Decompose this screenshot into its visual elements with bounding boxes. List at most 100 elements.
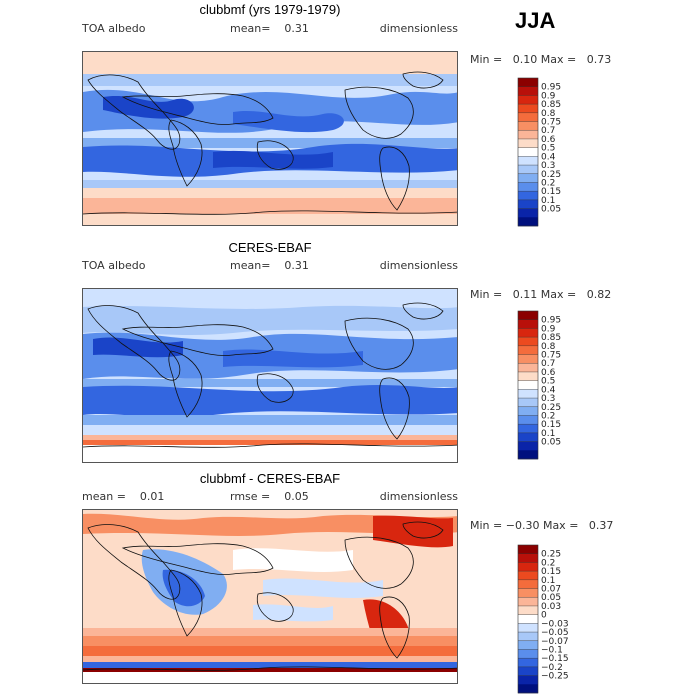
- panel-2-colorbar: 0.95 0.9 0.85 0.8 0.75 0.7 0.6 0.5 0.4 0.3 0.25 0.2…: [517, 310, 578, 461]
- panel-1-min-label: Min =: [470, 53, 503, 66]
- panel-1-variable-label: TOA albedo: [82, 22, 146, 35]
- colorbar-swatch: [518, 389, 538, 399]
- colorbar-tick-label: 0.07: [541, 585, 561, 595]
- colorbar-swatch: [518, 217, 538, 227]
- colorbar-swatch: [518, 328, 538, 338]
- colorbar-border: [517, 544, 539, 694]
- panel-3-title: clubbmf - CERES-EBAF: [199, 471, 341, 486]
- colorbar-tick-label: 0.9: [541, 324, 556, 334]
- colorbar-tick-label: 0.4: [541, 152, 556, 162]
- colorbar-border: [517, 310, 539, 460]
- colorbar-tick-label: −0.07: [541, 637, 569, 647]
- colorbar-swatch: [518, 571, 538, 581]
- colorbar-swatch: [518, 579, 538, 589]
- panel-3-mean-label: mean =: [82, 490, 126, 503]
- colorbar-tick-label: 0.9: [541, 91, 556, 101]
- panel-3-mean-value: 0.01: [139, 490, 165, 503]
- panel-2-units: dimensionless: [379, 259, 458, 272]
- colorbar-swatch: [518, 658, 538, 668]
- panel-3-map: [82, 509, 458, 684]
- colorbar-tick-label: 0.05: [541, 593, 561, 603]
- colorbar-swatch: [518, 354, 538, 364]
- colorbar-swatch: [518, 156, 538, 166]
- colorbar-swatch: [518, 112, 538, 122]
- panel-2-title: CERES-EBAF: [228, 240, 312, 255]
- panel-3-map-svg: [83, 510, 457, 683]
- colorbar-tick-label: −0.03: [541, 619, 569, 629]
- panel-3-min-value: −0.30: [505, 519, 540, 532]
- colorbar-tick-label: 0.15: [541, 420, 561, 430]
- panel-2-colorbar-svg: 0.950.90.850.80.750.70.60.50.40.30.250.2…: [517, 310, 561, 460]
- colorbar-tick-label: 0.6: [541, 135, 556, 145]
- colorbar-tick-label: −0.15: [541, 654, 569, 664]
- colorbar-tick-label: 0.2: [541, 178, 555, 188]
- colorbar-swatch: [518, 208, 538, 218]
- colorbar-tick-label: 0.8: [541, 109, 556, 119]
- colorbar-tick-label: 0.6: [541, 368, 556, 378]
- colorbar-swatch: [518, 640, 538, 650]
- colorbar-swatch: [518, 424, 538, 434]
- colorbar-tick-label: 0.15: [541, 187, 561, 197]
- colorbar-swatch: [518, 311, 538, 321]
- panel-2-map-svg: [83, 289, 457, 462]
- colorbar-swatch: [518, 588, 538, 598]
- colorbar-tick-label: −0.1: [541, 645, 563, 655]
- colorbar-swatch: [518, 371, 538, 381]
- colorbar-swatch: [518, 363, 538, 373]
- panel-2-max-value: 0.82: [586, 288, 612, 301]
- colorbar-swatch: [518, 95, 538, 105]
- panel-1-min-value: 0.10: [512, 53, 538, 66]
- panel-3-minmax: Min = −0.30 Max = 0.37: [470, 519, 613, 532]
- panel-2-mean-label: mean=: [230, 259, 271, 272]
- panel-1-mean-label: mean=: [230, 22, 271, 35]
- colorbar-tick-label: 0.05: [541, 438, 561, 448]
- panel-2-min-value: 0.11: [512, 288, 538, 301]
- colorbar-tick-label: 0.1: [541, 196, 555, 206]
- season-label: JJA: [515, 8, 556, 33]
- colorbar-swatch: [518, 605, 538, 615]
- colorbar-swatch: [518, 380, 538, 390]
- colorbar-swatch: [518, 649, 538, 659]
- panel-3-units: dimensionless: [379, 490, 458, 503]
- colorbar-swatch: [518, 173, 538, 183]
- colorbar-swatch: [518, 104, 538, 114]
- colorbar-tick-label: −0.25: [541, 672, 569, 682]
- colorbar-swatch: [518, 597, 538, 607]
- colorbar-tick-label: 0: [541, 611, 547, 621]
- panel-1-map-svg: [83, 52, 457, 225]
- panel-3-max-value: 0.37: [588, 519, 614, 532]
- colorbar-tick-label: 0.2: [541, 558, 555, 568]
- colorbar-swatch: [518, 441, 538, 451]
- panel-3-min-label: Min =: [470, 519, 503, 532]
- colorbar-swatch: [518, 337, 538, 347]
- colorbar-tick-label: 0.3: [541, 161, 555, 171]
- panel-1-max-value: 0.73: [586, 53, 612, 66]
- colorbar-tick-label: 0.3: [541, 394, 555, 404]
- panel-3-rmse-label: rmse =: [230, 490, 271, 503]
- colorbar-tick-label: 0.7: [541, 359, 555, 369]
- panel-1-minmax: Min = 0.10 Max = 0.73: [470, 53, 611, 66]
- colorbar-tick-label: 0.15: [541, 567, 561, 577]
- colorbar-tick-label: 0.7: [541, 126, 555, 136]
- colorbar-tick-label: −0.2: [541, 663, 563, 673]
- colorbar-tick-label: 0.25: [541, 550, 561, 560]
- panel-3-rmse-value: 0.05: [284, 490, 309, 503]
- colorbar-tick-label: 0.85: [541, 100, 561, 110]
- colorbar-swatch: [518, 432, 538, 442]
- panel-1-map: [82, 51, 458, 226]
- colorbar-tick-label: 0.85: [541, 333, 561, 343]
- panel-1-colorbar: 0.95 0.9 0.85 0.8 0.75 0.7 0.6 0.5 0.4 0.3 0.25 0.2…: [517, 77, 578, 228]
- colorbar-swatch: [518, 121, 538, 131]
- colorbar-swatch: [518, 138, 538, 148]
- colorbar-swatch: [518, 415, 538, 425]
- panel-1-title: clubbmf (yrs 1979-1979): [199, 2, 341, 17]
- colorbar-swatch: [518, 623, 538, 633]
- colorbar-swatch: [518, 562, 538, 572]
- colorbar-tick-label: −0.05: [541, 628, 569, 638]
- panel-1-units: dimensionless: [379, 22, 458, 35]
- colorbar-tick-label: 0.1: [541, 429, 555, 439]
- colorbar-border: [517, 77, 539, 227]
- colorbar-swatch: [518, 165, 538, 175]
- colorbar-tick-label: 0.5: [541, 377, 555, 387]
- colorbar-swatch: [518, 199, 538, 209]
